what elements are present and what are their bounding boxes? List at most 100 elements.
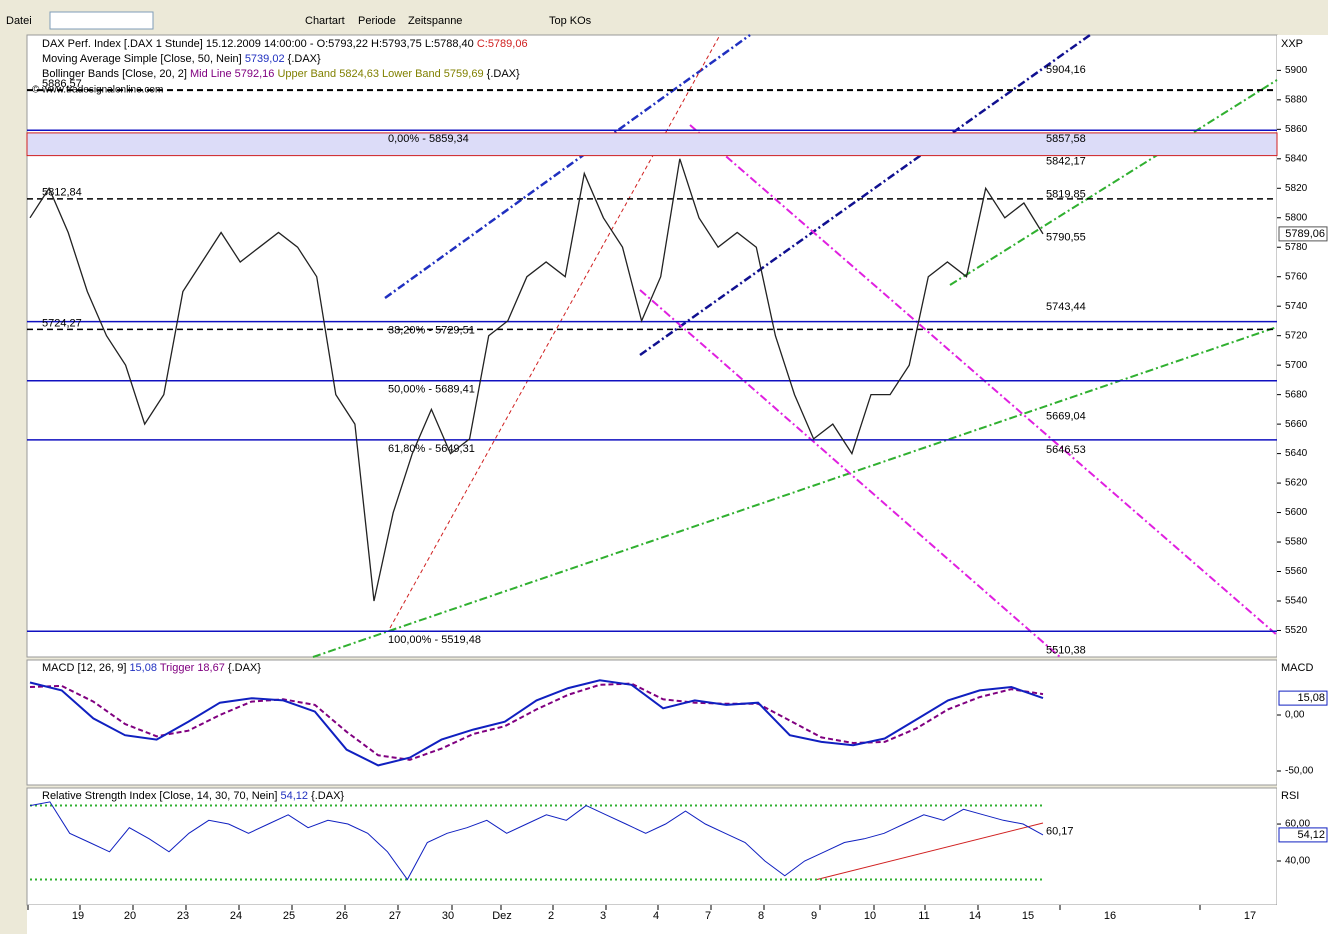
resistance-band <box>26 132 1278 157</box>
trend-line <box>639 33 1091 357</box>
date-axis <box>27 905 1328 934</box>
axis-title: MACD <box>1281 662 1313 674</box>
date-label: 14 <box>969 910 981 922</box>
current-value: 54,12 <box>1297 829 1325 841</box>
button[interactable]: Top KOs <box>549 15 592 27</box>
date-label: 16 <box>1104 910 1116 922</box>
price-panel <box>26 34 1278 658</box>
fib-label: 0,00% - 5859,34 <box>388 133 469 145</box>
axis-title: XXP <box>1281 38 1303 50</box>
level-label: 5857,58 <box>1046 133 1086 145</box>
y-tick-label: 5660 <box>1285 419 1308 430</box>
line-series <box>29 158 1044 602</box>
trend-line <box>639 289 1061 658</box>
y-tick-label: 5800 <box>1285 212 1308 223</box>
date-label: 15 <box>1022 910 1034 922</box>
level-label: 5819,85 <box>1046 188 1086 200</box>
rsi-legend: Relative Strength Index [Close, 14, 30, … <box>42 790 344 802</box>
bb-lower: Lower Band 5759,69 <box>382 68 484 80</box>
trend-line <box>389 34 721 629</box>
y-tick-label: 5780 <box>1285 242 1308 253</box>
y-tick-label: 5540 <box>1285 596 1308 607</box>
menu[interactable]: Chartart <box>305 15 345 27</box>
current-value: 5789,06 <box>1285 228 1325 240</box>
trend-line <box>312 326 1278 658</box>
date-label: 7 <box>705 910 711 922</box>
fib-label: 38,20% - 5729,51 <box>388 325 475 337</box>
level-label: 5842,17 <box>1046 156 1086 168</box>
fib-label: 100,00% - 5519,48 <box>388 634 481 646</box>
rsi-value: 54,12 <box>280 790 308 802</box>
level-label: 5724,27 <box>42 317 82 329</box>
macd-source: {.DAX} <box>228 662 261 674</box>
ma-name: Moving Average Simple [Close, 50, Nein] <box>42 53 242 65</box>
current-value-box <box>1278 690 1328 706</box>
date-label: 26 <box>336 910 348 922</box>
line-series <box>29 801 1044 881</box>
level-label: 5510,38 <box>1046 645 1086 657</box>
y-tick-label: -50,00 <box>1285 766 1314 777</box>
line-series <box>29 679 1044 767</box>
axis-title: RSI <box>1281 790 1299 802</box>
level-label: 5886,57 <box>42 78 82 90</box>
symbol-info: DAX Perf. Index [.DAX 1 Stunde] 15.12.20… <box>42 38 474 50</box>
y-tick-label: 5860 <box>1285 124 1308 135</box>
date-label: 11 <box>918 910 929 922</box>
trend-line <box>689 124 1278 636</box>
y-tick-label: 5620 <box>1285 478 1308 489</box>
macd-legend: MACD [12, 26, 9] 15,08 Trigger 18,67 {.D… <box>42 662 261 674</box>
y-tick-label: 5720 <box>1285 330 1308 341</box>
date-label: 3 <box>600 910 606 922</box>
rsi-trend-line <box>814 822 1044 881</box>
macd-trigger: Trigger 18,67 <box>160 662 225 674</box>
date-label: 8 <box>758 910 764 922</box>
menu[interactable]: Datei <box>6 15 32 27</box>
y-tick-label: 5560 <box>1285 566 1308 577</box>
current-value: 15,08 <box>1297 692 1325 704</box>
toolbar <box>0 0 1328 33</box>
date-label: Dez <box>492 910 512 922</box>
level-label: 5904,16 <box>1046 64 1086 76</box>
y-tick-label: 5760 <box>1285 271 1308 282</box>
date-label: 2 <box>548 910 554 922</box>
bb-mid: Mid Line 5792,16 <box>190 68 274 80</box>
y-tick-label: 40,00 <box>1285 856 1310 867</box>
y-tick-label: 5680 <box>1285 389 1308 400</box>
trend-line <box>384 33 751 300</box>
y-tick-label: 5880 <box>1285 94 1308 105</box>
date-label: 24 <box>230 910 242 922</box>
bb-upper: Upper Band 5824,63 <box>277 68 379 80</box>
date-label: 20 <box>124 910 136 922</box>
y-tick-label: 5600 <box>1285 507 1308 518</box>
level-label: 5790,55 <box>1046 232 1086 244</box>
date-label: 25 <box>283 910 295 922</box>
current-value-box <box>1278 226 1328 242</box>
date-label: 19 <box>72 910 84 922</box>
search-box[interactable] <box>49 11 154 30</box>
fib-label: 50,00% - 5689,41 <box>388 384 475 396</box>
y-tick-label: 5640 <box>1285 448 1308 459</box>
menu[interactable]: Zeitspanne <box>408 15 462 27</box>
y-tick-label: 5900 <box>1285 65 1308 76</box>
rsi-panel <box>26 787 1278 906</box>
y-tick-label: 5520 <box>1285 625 1308 636</box>
trend-label: 60,17 <box>1046 826 1074 838</box>
macd-panel <box>26 659 1278 786</box>
bb-source: {.DAX} <box>487 68 520 80</box>
ma-value: 5739,02 <box>245 53 285 65</box>
date-label: 17 <box>1244 910 1256 922</box>
menu[interactable]: Periode <box>358 15 396 27</box>
bb-legend: Bollinger Bands [Close, 20, 2] Mid Line … <box>42 68 520 80</box>
price-header: DAX Perf. Index [.DAX 1 Stunde] 15.12.20… <box>42 38 528 50</box>
level-label: 5669,04 <box>1046 411 1086 423</box>
level-label: 5646,53 <box>1046 444 1086 456</box>
y-tick-label: 5580 <box>1285 537 1308 548</box>
macd-name: MACD [12, 26, 9] <box>42 662 126 674</box>
date-label: 4 <box>653 910 659 922</box>
date-label: 27 <box>389 910 401 922</box>
rsi-name: Relative Strength Index [Close, 14, 30, … <box>42 790 277 802</box>
y-tick-label: 5700 <box>1285 360 1308 371</box>
y-tick-label: 60,00 <box>1285 819 1310 830</box>
